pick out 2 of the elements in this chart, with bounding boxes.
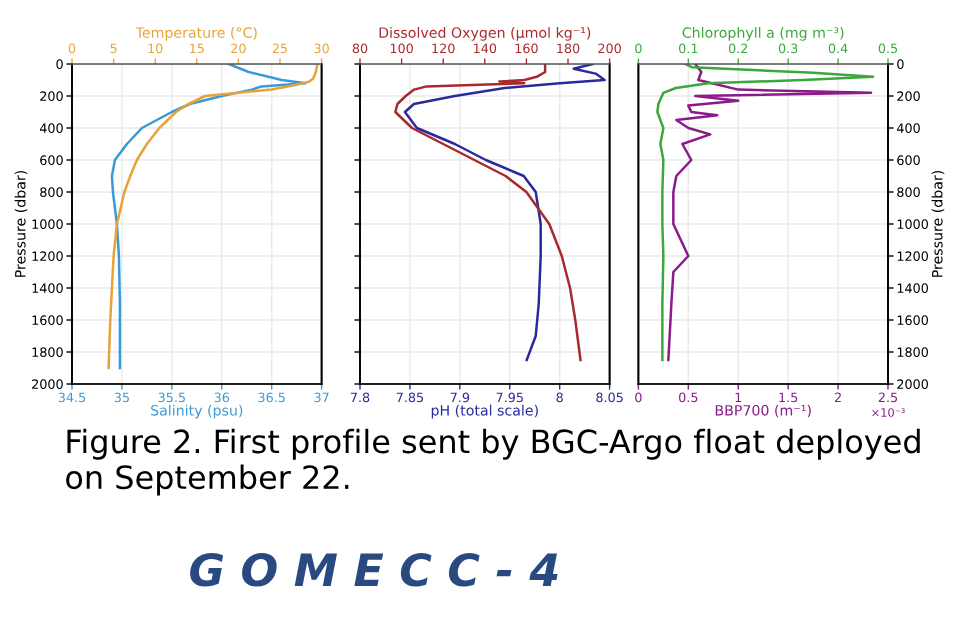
caption: Figure 2. First profile sent by BGC-Argo float deployed on September 22. — [66, 428, 920, 496]
text: G O M E C C - 4 — [190, 552, 558, 587]
